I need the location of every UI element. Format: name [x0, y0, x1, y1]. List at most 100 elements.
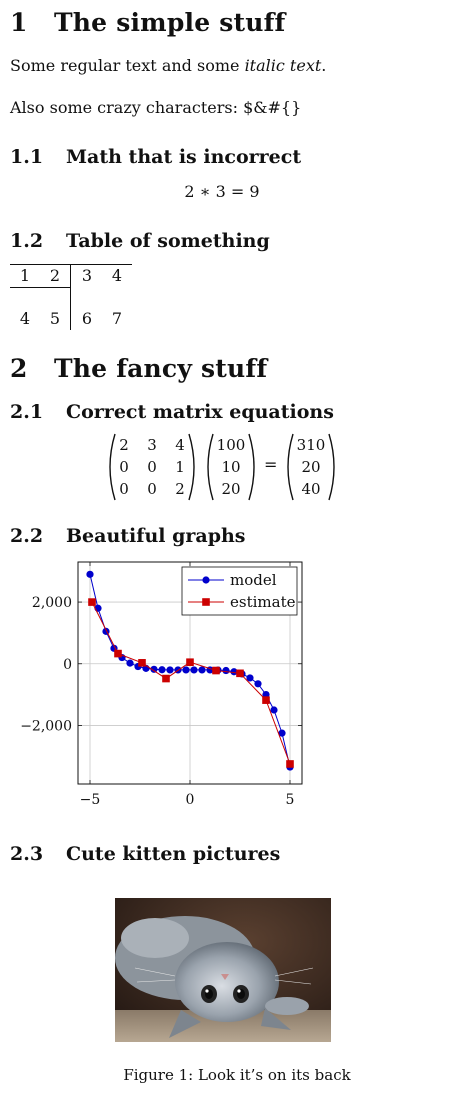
subsection-title: Table of something	[66, 230, 270, 252]
data-point-estimate	[236, 669, 244, 678]
data-point-estimate	[186, 658, 194, 667]
data-point-estimate	[138, 659, 146, 667]
table-header-cell: 3	[81, 266, 93, 285]
kitten-photo	[115, 898, 331, 1042]
italic-text: italic text	[244, 56, 322, 75]
table-header-cell: 4	[111, 266, 123, 285]
subsection-number: 1.2	[10, 230, 44, 252]
paragraph-end: .	[321, 56, 327, 75]
data-point-estimate	[286, 760, 294, 768]
matrix-a-entry: 3	[147, 436, 157, 454]
vector-x-parens	[207, 433, 255, 501]
subsection-number: 2.3	[10, 843, 44, 865]
vector-x-entry: 20	[221, 480, 241, 498]
legend-marker-estimate	[202, 598, 210, 606]
section-title: The simple stuff	[54, 8, 286, 37]
table-cell: 5	[49, 309, 61, 328]
data-point-model	[126, 659, 134, 667]
data-point-model	[254, 680, 262, 688]
matrix-a: 2 3 4 0 0 1 0 0 2	[106, 432, 198, 502]
data-point-model	[150, 665, 158, 673]
subsection-title: Math that is incorrect	[66, 146, 302, 168]
data-table: 1 2 3 4 4 5 6 7	[10, 264, 132, 330]
data-point-model	[86, 570, 94, 578]
equation-text: 2 ∗ 3 = 9	[184, 182, 260, 201]
matrix-a-entry: 0	[119, 458, 129, 476]
subsection-title: Beautiful graphs	[66, 525, 246, 547]
subsection-number: 2.2	[10, 525, 44, 547]
data-point-model	[182, 666, 190, 674]
subsection-number: 2.1	[10, 401, 44, 423]
function-plot: −5 0 5 −2,000 0 2,000 model estimate	[20, 561, 303, 808]
vector-b-parens	[287, 433, 335, 501]
table-cell: 7	[111, 309, 123, 328]
data-point-model	[246, 674, 254, 682]
matrix-a-parens	[109, 433, 195, 501]
vector-b: 310 20 40	[284, 432, 338, 502]
subsection-heading-1-1: 1.1 Math that is incorrect	[10, 146, 301, 168]
vector-x-entry: 10	[221, 458, 241, 476]
section-heading-2: 2 The fancy stuff	[10, 354, 267, 383]
x-tick-label: −5	[80, 792, 101, 808]
vector-x-entry: 100	[216, 436, 246, 454]
data-point-estimate	[114, 649, 122, 658]
table-header-cell: 1	[19, 266, 31, 285]
section-number: 1	[10, 8, 28, 37]
paragraph-regular-italic: Some regular text and some italic text.	[10, 56, 326, 75]
vector-b-entry: 20	[301, 458, 321, 476]
data-point-model	[270, 706, 278, 714]
paragraph-text: Also some crazy characters: $&#{}	[10, 98, 302, 117]
y-tick-label: 0	[63, 657, 72, 673]
data-point-estimate	[212, 666, 220, 675]
figure-caption: Figure 1: Look it’s on its back	[0, 1066, 474, 1084]
y-tick-label: 2,000	[32, 595, 72, 611]
subsection-number: 1.1	[10, 146, 44, 168]
data-point-estimate	[262, 696, 270, 704]
x-tick-label: 0	[186, 792, 195, 808]
legend-label-estimate: estimate	[230, 593, 296, 611]
x-tick-label: 5	[286, 792, 295, 808]
table-header-cell: 2	[49, 266, 61, 285]
matrix-a-entry: 2	[175, 480, 185, 498]
subsection-title: Cute kitten pictures	[66, 843, 281, 865]
legend-label-model: model	[230, 571, 277, 589]
section-number: 2	[10, 354, 28, 383]
equals-sign: =	[264, 455, 278, 474]
matrix-a-entry: 4	[175, 436, 185, 454]
data-point-estimate	[162, 674, 170, 683]
legend-marker-model	[202, 576, 210, 584]
data-point-model	[166, 666, 174, 674]
data-point-model	[190, 666, 198, 674]
data-point-model	[158, 666, 166, 674]
kitten-illustration	[115, 898, 331, 1042]
table-column-separator	[70, 264, 71, 330]
table-top-rule	[10, 264, 132, 265]
table-cell: 6	[81, 309, 93, 328]
y-tick-label: −2,000	[20, 718, 72, 734]
vector-b-entry: 40	[301, 480, 321, 498]
table-header-rule	[10, 287, 70, 288]
paragraph-special-chars: Also some crazy characters: $&#{}	[10, 98, 301, 117]
paragraph-text: Some regular text and some	[10, 56, 245, 75]
display-equation: 2 ∗ 3 = 9	[0, 182, 444, 201]
matrix-a-entry: 2	[119, 436, 129, 454]
vector-x: 100 10 20	[204, 432, 258, 502]
matrix-a-entry: 0	[147, 458, 157, 476]
matrix-a-entry: 0	[119, 480, 129, 498]
data-point-model	[278, 729, 286, 737]
vector-b-entry: 310	[296, 436, 326, 454]
matrix-a-entry: 0	[147, 480, 157, 498]
data-point-model	[198, 666, 206, 674]
data-point-model	[222, 666, 230, 675]
section-title: The fancy stuff	[54, 354, 268, 383]
subsection-title: Correct matrix equations	[66, 401, 334, 423]
subsection-heading-1-2: 1.2 Table of something	[10, 230, 270, 252]
data-point-model	[230, 668, 238, 676]
subsection-heading-2-3: 2.3 Cute kitten pictures	[10, 843, 280, 865]
legend-box	[181, 566, 298, 616]
table-cell: 4	[19, 309, 31, 328]
section-heading-1: 1 The simple stuff	[10, 8, 286, 37]
caption-text: Figure 1: Look it’s on its back	[123, 1066, 351, 1084]
subsection-heading-2-2: 2.2 Beautiful graphs	[10, 525, 246, 547]
data-point-estimate	[88, 598, 96, 606]
